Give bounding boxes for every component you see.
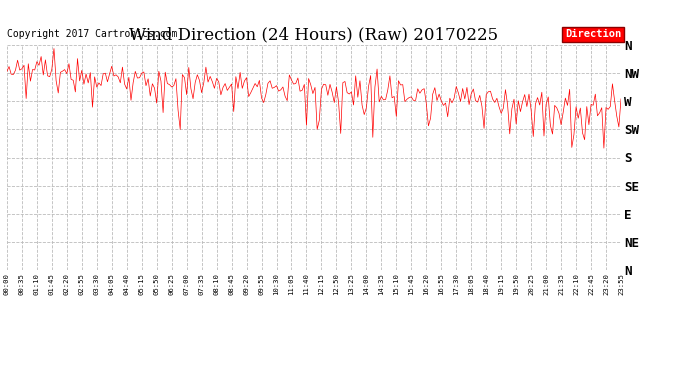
Title: Wind Direction (24 Hours) (Raw) 20170225: Wind Direction (24 Hours) (Raw) 20170225 [130, 27, 498, 44]
Text: Direction: Direction [564, 29, 621, 39]
Text: Copyright 2017 Cartronics.com: Copyright 2017 Cartronics.com [7, 29, 177, 39]
